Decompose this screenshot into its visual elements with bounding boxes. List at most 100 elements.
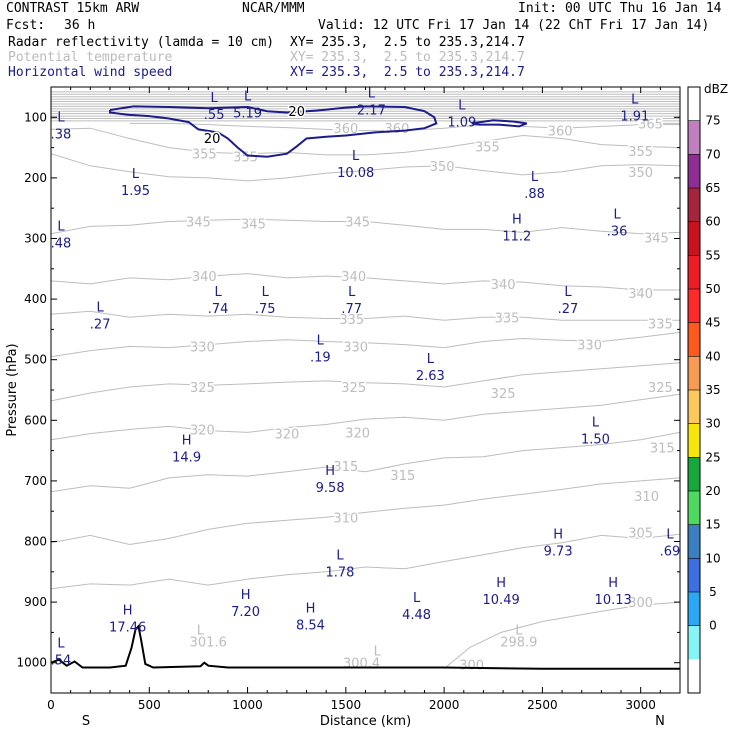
theta-label: 365 (638, 117, 663, 132)
wind-extremum-value: .75 (255, 302, 276, 317)
theta-minimum-marker: L (197, 623, 205, 638)
colorbar-swatch (688, 87, 700, 121)
colorbar-swatch (688, 558, 700, 592)
y-tick-label: 300 (24, 232, 47, 246)
theta-label: 355 (475, 140, 500, 155)
y-tick-label: 400 (24, 292, 47, 306)
field-theta-xy: XY= 235.3, 2.5 to 235.3,214.7 (290, 50, 525, 65)
x-tick-label: 1000 (232, 698, 263, 712)
y-tick-label: 800 (24, 535, 47, 549)
theta-label: 330 (190, 340, 215, 355)
wind-extremum-value: .88 (524, 187, 545, 202)
wind-extremum-type: L (214, 285, 222, 300)
colorbar-label: 55 (705, 248, 720, 262)
theta-label: 360 (385, 122, 410, 137)
wind-extremum-type: L (132, 167, 140, 182)
theta-contour-300 (443, 601, 680, 670)
theta-label: 350 (628, 166, 653, 181)
wind-extremum-value: 9.58 (316, 481, 345, 496)
wind-extremum-type: H (553, 528, 563, 543)
theta-label: 315 (390, 469, 415, 484)
forecast-hour: 36 h (64, 18, 96, 33)
theta-label: 320 (274, 428, 299, 443)
wind-extremum-type: H (123, 603, 133, 618)
colorbar-swatch (688, 423, 700, 458)
theta-label: 345 (186, 216, 211, 231)
theta-contour-345 (51, 218, 680, 235)
field-wind-xy: XY= 235.3, 2.5 to 235.3,214.7 (290, 65, 525, 80)
wind-extremum-value: .48 (51, 237, 72, 252)
y-tick-label: 600 (24, 413, 47, 427)
colorbar-swatch (688, 188, 700, 222)
wind-extremum-value: 17.46 (109, 620, 146, 635)
colorbar-unit: dBZ (704, 82, 728, 96)
x-tick-label: 500 (138, 698, 161, 712)
theta-label: 325 (491, 387, 516, 402)
wind-extremum-type: L (57, 111, 65, 126)
colorbar-swatch (688, 255, 700, 289)
field-reflectivity: Radar reflectivity (lamda = 10 cm) (8, 35, 275, 50)
wind-extremum-value: 7.20 (231, 605, 260, 620)
field-reflectivity-xy: XY= 235.3, 2.5 to 235.3,214.7 (290, 35, 525, 50)
wind-extremum-value: .77 (341, 302, 362, 317)
theta-label: 325 (648, 381, 673, 396)
wind-extremum-value: 8.54 (296, 618, 325, 633)
theta-label: 300 (628, 596, 653, 611)
theta-label: 315 (650, 442, 675, 457)
model-title: CONTRAST 15km ARW (6, 1, 140, 16)
wind-extremum-type: H (182, 434, 192, 449)
theta-label: 355 (192, 148, 217, 163)
wind-extremum-type: L (57, 220, 65, 235)
field-wind: Horizontal wind speed (8, 65, 173, 80)
theta-label: 330 (343, 340, 368, 355)
colorbar-swatch (688, 659, 700, 693)
wind-extremum-type: H (512, 212, 522, 227)
wind-extremum-type: L (244, 89, 252, 104)
axes: 100 200 300 400 500 600 700 800 900 1000 0 500 1000 1… (5, 86, 680, 729)
wind-extremum-type: H (241, 588, 251, 603)
theta-contour-315 (51, 431, 680, 493)
terrain-profile (51, 624, 680, 670)
wind-extremum-type: H (325, 464, 335, 479)
colorbar-label: 70 (705, 147, 720, 161)
wind-extremum-type: L (211, 91, 219, 106)
wind-extremum-value: 1.78 (325, 566, 354, 581)
wind-extremum-type: L (613, 208, 621, 223)
field-theta: Potential temperature (8, 50, 173, 65)
wind-extremum-value: 5.19 (233, 106, 262, 121)
colorbar-swatch (688, 221, 700, 256)
theta-label: 335 (339, 313, 364, 328)
colorbar-label: 20 (705, 484, 720, 498)
colorbar-label: 60 (705, 215, 720, 229)
colorbar-label: 75 (705, 114, 720, 128)
wind-extremum-value: 1.09 (447, 115, 476, 130)
theta-label: 335 (648, 317, 673, 332)
theta-label: 330 (577, 339, 602, 354)
wind-extremum-value: 10.13 (595, 593, 632, 608)
theta-contour-320 (51, 393, 680, 441)
theta-label: 345 (345, 216, 370, 231)
wind-extremum-value: 14.9 (172, 451, 201, 466)
theta-label: 360 (548, 125, 573, 140)
chart-labels: L .55 L 5.19 L 2.17 L 1.09 L 1.91 L .38 L 10.08 L 1.95 L… (51, 86, 681, 668)
wind-extremum-value: .55 (204, 108, 225, 123)
theta-label: 340 (192, 270, 217, 285)
y-tick-label: 500 (24, 353, 47, 367)
theta-contour-350 (51, 153, 680, 182)
theta-label: 340 (628, 287, 653, 302)
wind-extremum-value: 10.49 (483, 593, 520, 608)
colorbar-label: 45 (705, 316, 720, 330)
colorbar-swatch (688, 154, 700, 188)
wind-extremum-type: L (317, 334, 325, 349)
wind-extremum-type: H (306, 601, 316, 616)
wind-extremum-type: L (262, 285, 270, 300)
theta-contour-305 (51, 533, 680, 590)
theta-label: 350 (430, 160, 455, 175)
wind-extremum-type: L (531, 170, 539, 185)
wind-extremum-type: L (57, 637, 65, 652)
colorbar-label: 0 (709, 619, 717, 633)
wind-extremum-type: L (336, 549, 344, 564)
